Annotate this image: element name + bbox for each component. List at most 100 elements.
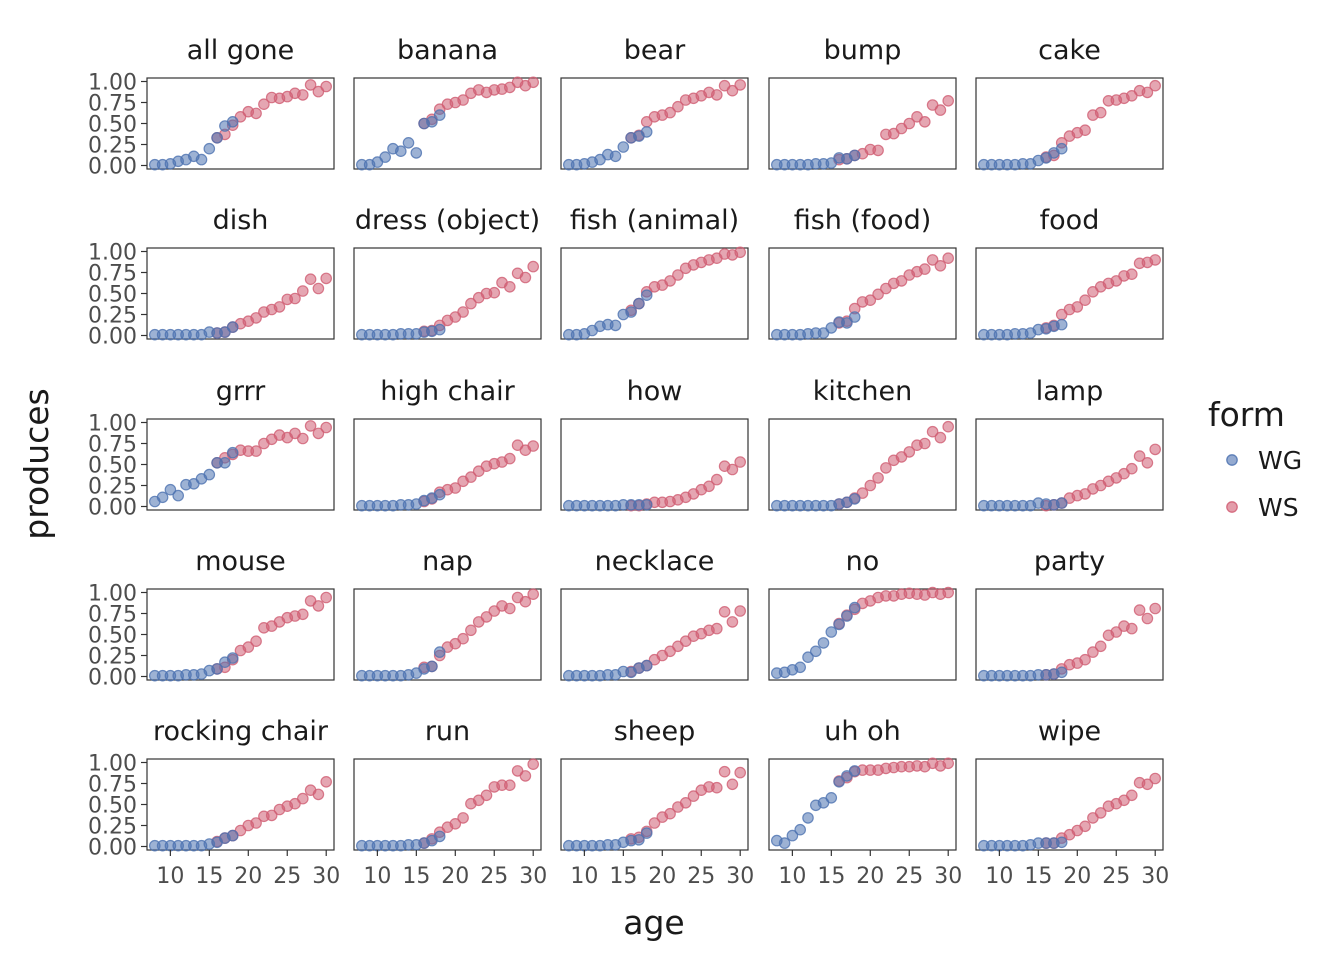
facet-panel-dish: dish 0.000.250.500.751.00 bbox=[88, 205, 335, 350]
data-point-ws bbox=[457, 94, 469, 106]
y-tick-label: 0.75 bbox=[88, 603, 137, 628]
data-point-wg bbox=[802, 812, 814, 824]
facet-panel-mouse: mouse 0.000.250.500.751.00 bbox=[88, 546, 335, 691]
panel-border bbox=[353, 758, 542, 851]
data-point-ws bbox=[664, 106, 676, 119]
facet-title: sheep bbox=[614, 716, 696, 747]
facet-title: bump bbox=[824, 35, 902, 66]
y-tick-label: 0.75 bbox=[88, 433, 137, 458]
data-point-ws bbox=[250, 445, 262, 457]
panel-border bbox=[353, 77, 542, 170]
data-point-wg bbox=[226, 829, 239, 842]
data-point-ws bbox=[258, 98, 270, 110]
facet-title: how bbox=[627, 376, 683, 407]
panel-border bbox=[975, 77, 1164, 170]
legend-title: form bbox=[1208, 395, 1285, 434]
data-point-wg bbox=[617, 141, 630, 153]
y-tick-label: 0.75 bbox=[88, 92, 137, 117]
data-point-ws bbox=[1094, 807, 1107, 819]
data-point-ws bbox=[926, 425, 939, 438]
panel-border bbox=[560, 77, 749, 170]
facet-panel-party: party bbox=[975, 546, 1164, 682]
data-point-wg bbox=[433, 323, 446, 336]
data-point-ws bbox=[703, 480, 715, 493]
data-point-wg bbox=[833, 618, 845, 631]
data-point-ws bbox=[934, 431, 947, 444]
data-point-wg bbox=[1055, 836, 1068, 849]
facet-title: food bbox=[1040, 205, 1100, 236]
panel-border bbox=[353, 418, 542, 511]
data-point-wg bbox=[433, 109, 446, 121]
data-point-ws bbox=[465, 297, 477, 310]
data-point-wg bbox=[794, 823, 806, 836]
facet-title: banana bbox=[397, 35, 498, 66]
data-point-wg bbox=[211, 132, 223, 144]
data-point-ws bbox=[1126, 789, 1138, 802]
data-point-wg bbox=[633, 833, 645, 846]
x-tick-label: 20 bbox=[1063, 864, 1091, 889]
data-point-ws bbox=[457, 306, 469, 318]
data-point-ws bbox=[856, 487, 869, 499]
data-point-ws bbox=[312, 427, 325, 440]
y-tick-label: 0.00 bbox=[88, 155, 137, 180]
data-point-ws bbox=[895, 275, 908, 287]
facet-panel-high-chair: high chair bbox=[353, 376, 542, 512]
data-point-wg bbox=[848, 493, 861, 505]
data-point-ws bbox=[903, 117, 916, 130]
facet-panel-banana: banana bbox=[353, 35, 542, 171]
data-point-ws bbox=[289, 292, 301, 305]
data-point-ws bbox=[880, 462, 892, 474]
data-point-wg bbox=[226, 652, 239, 664]
facet-panel-uh-oh: uh oh 10 15 20 25 30 bbox=[768, 716, 962, 889]
facet-title: all gone bbox=[187, 35, 295, 66]
x-tick-label: 30 bbox=[519, 864, 547, 889]
y-tick-label: 0.00 bbox=[88, 325, 137, 350]
x-tick-label: 15 bbox=[609, 864, 637, 889]
facet-title: dish bbox=[213, 205, 269, 236]
data-point-ws bbox=[1133, 604, 1146, 616]
data-point-wg bbox=[625, 306, 637, 318]
x-tick-label: 25 bbox=[687, 864, 715, 889]
y-tick-label: 0.75 bbox=[88, 773, 137, 798]
data-point-ws bbox=[320, 775, 332, 788]
data-point-ws bbox=[503, 280, 516, 293]
data-point-ws bbox=[320, 591, 332, 604]
y-tick-label: 1.00 bbox=[88, 412, 137, 437]
data-point-wg bbox=[394, 145, 407, 157]
data-point-wg bbox=[640, 498, 653, 511]
data-point-ws bbox=[1079, 124, 1091, 136]
panel-border bbox=[768, 418, 957, 511]
x-tick-label: 15 bbox=[195, 864, 223, 889]
panel-border bbox=[768, 588, 957, 681]
data-point-ws bbox=[648, 817, 661, 829]
data-point-ws bbox=[1071, 301, 1084, 313]
data-point-wg bbox=[841, 610, 853, 622]
data-point-wg bbox=[640, 289, 653, 301]
panel-border bbox=[768, 77, 957, 170]
panel-border bbox=[560, 418, 749, 511]
data-point-ws bbox=[503, 602, 516, 615]
data-point-ws bbox=[1079, 653, 1091, 666]
facet-panel-how: how bbox=[560, 376, 749, 512]
x-axis-title: age bbox=[623, 903, 684, 942]
y-tick-label: 0.25 bbox=[88, 645, 137, 670]
data-point-wg bbox=[833, 775, 845, 788]
data-point-ws bbox=[926, 254, 939, 266]
data-point-wg bbox=[226, 116, 239, 128]
data-point-ws bbox=[1133, 450, 1146, 462]
data-point-ws bbox=[718, 765, 731, 778]
legend-label-wg: WG bbox=[1258, 446, 1302, 475]
data-point-wg bbox=[848, 311, 861, 323]
facet-title: grrr bbox=[216, 376, 266, 407]
facet-panel-nap: nap bbox=[353, 546, 542, 682]
data-point-ws bbox=[1141, 778, 1154, 791]
y-tick-label: 0.50 bbox=[88, 454, 137, 479]
facet-title: mouse bbox=[195, 546, 286, 577]
x-tick-label: 10 bbox=[156, 864, 184, 889]
data-point-wg bbox=[640, 827, 653, 839]
data-point-ws bbox=[1141, 86, 1154, 99]
data-point-wg bbox=[203, 468, 216, 481]
data-point-ws bbox=[519, 595, 532, 608]
data-point-wg bbox=[848, 601, 861, 614]
data-point-wg bbox=[203, 142, 216, 155]
